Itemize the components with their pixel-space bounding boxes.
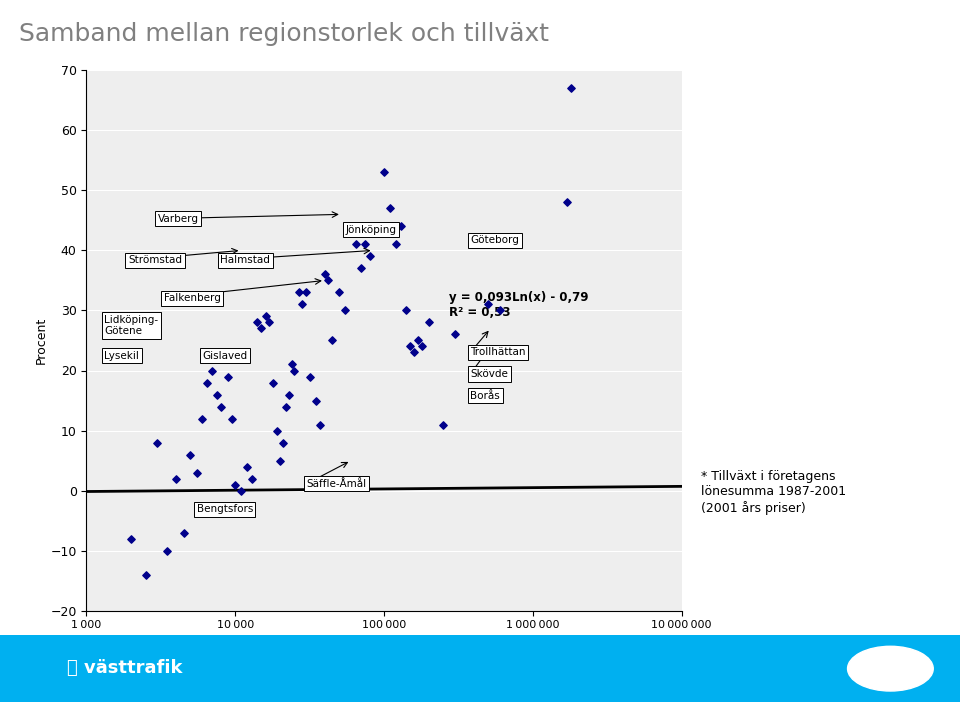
Point <box>362 251 377 262</box>
Text: Jönköping: Jönköping <box>346 225 396 234</box>
Point <box>213 401 228 412</box>
Point <box>189 467 204 478</box>
Point <box>258 311 274 322</box>
Point <box>348 239 364 250</box>
Point <box>284 359 300 370</box>
Point <box>411 335 426 346</box>
Point <box>217 353 232 364</box>
Point <box>245 473 260 484</box>
Text: Göteborg: Göteborg <box>470 235 519 246</box>
Point <box>398 305 414 316</box>
Point <box>317 269 332 280</box>
Point <box>262 317 277 328</box>
Point <box>344 227 359 238</box>
Point <box>253 323 269 334</box>
Point <box>278 401 294 412</box>
Point <box>299 287 314 298</box>
Text: Falkenberg: Falkenberg <box>164 293 221 303</box>
Point <box>269 425 284 436</box>
Point <box>312 419 327 430</box>
Text: Gislaved: Gislaved <box>203 350 248 361</box>
Point <box>168 473 183 484</box>
Point <box>560 197 575 208</box>
Point <box>138 569 154 581</box>
Text: Bengtsfors: Bengtsfors <box>197 504 252 514</box>
Point <box>353 263 369 274</box>
Point <box>436 419 451 430</box>
Text: Halmstad: Halmstad <box>220 256 270 265</box>
Ellipse shape <box>848 647 933 691</box>
Point <box>221 371 236 382</box>
Text: * Tillväxt i företagens
lönesumma 1987-2001
(2001 års priser): * Tillväxt i företagens lönesumma 1987-2… <box>701 470 846 515</box>
Point <box>492 305 508 316</box>
Point <box>480 299 495 310</box>
Point <box>209 389 225 400</box>
Point <box>200 377 215 388</box>
Point <box>402 341 418 352</box>
Point <box>564 83 579 94</box>
Point <box>308 395 324 406</box>
Point <box>239 461 254 472</box>
Point <box>159 545 175 556</box>
Text: Lysekil: Lysekil <box>105 350 139 361</box>
Text: Samband mellan regionstorlek och tillväxt: Samband mellan regionstorlek och tillväx… <box>19 22 549 46</box>
Point <box>370 227 385 238</box>
Point <box>266 377 281 388</box>
Point <box>388 239 403 250</box>
Point <box>124 533 139 544</box>
Y-axis label: Procent: Procent <box>35 317 48 364</box>
Point <box>302 371 318 382</box>
Text: y = 0,093Ln(x) - 0,79
R² = 0,53: y = 0,093Ln(x) - 0,79 R² = 0,53 <box>449 291 589 319</box>
Point <box>204 365 220 376</box>
Point <box>287 365 302 376</box>
Point <box>294 299 309 310</box>
Text: Varberg: Varberg <box>157 214 199 224</box>
Point <box>276 437 291 448</box>
Point <box>376 166 392 178</box>
Text: Säffle-Åmål: Säffle-Åmål <box>306 479 367 489</box>
Text: Strömstad: Strömstad <box>128 256 182 265</box>
Point <box>273 455 288 466</box>
Point <box>407 347 422 358</box>
Point <box>382 203 397 214</box>
Point <box>394 220 409 232</box>
Point <box>182 449 198 461</box>
Point <box>176 527 191 538</box>
Text: Folkmängd: Folkmängd <box>605 649 682 661</box>
Point <box>421 317 437 328</box>
Point <box>415 341 430 352</box>
Point <box>233 485 249 496</box>
Text: Ⓡ västtrafik: Ⓡ västtrafik <box>67 659 182 677</box>
Point <box>292 287 307 298</box>
Point <box>338 305 353 316</box>
Point <box>447 329 463 340</box>
Point <box>225 413 240 424</box>
Point <box>321 274 336 286</box>
Text: Borås: Borås <box>470 390 500 401</box>
Point <box>358 239 373 250</box>
Text: Lidköping-
Götene: Lidköping- Götene <box>105 314 158 336</box>
Text: Skövde: Skövde <box>470 369 508 379</box>
Point <box>324 335 340 346</box>
Point <box>150 437 165 448</box>
Text: Trollhättan: Trollhättan <box>470 347 526 357</box>
Point <box>228 479 243 490</box>
Point <box>195 413 210 424</box>
Point <box>250 317 265 328</box>
Point <box>281 389 297 400</box>
Point <box>331 287 347 298</box>
